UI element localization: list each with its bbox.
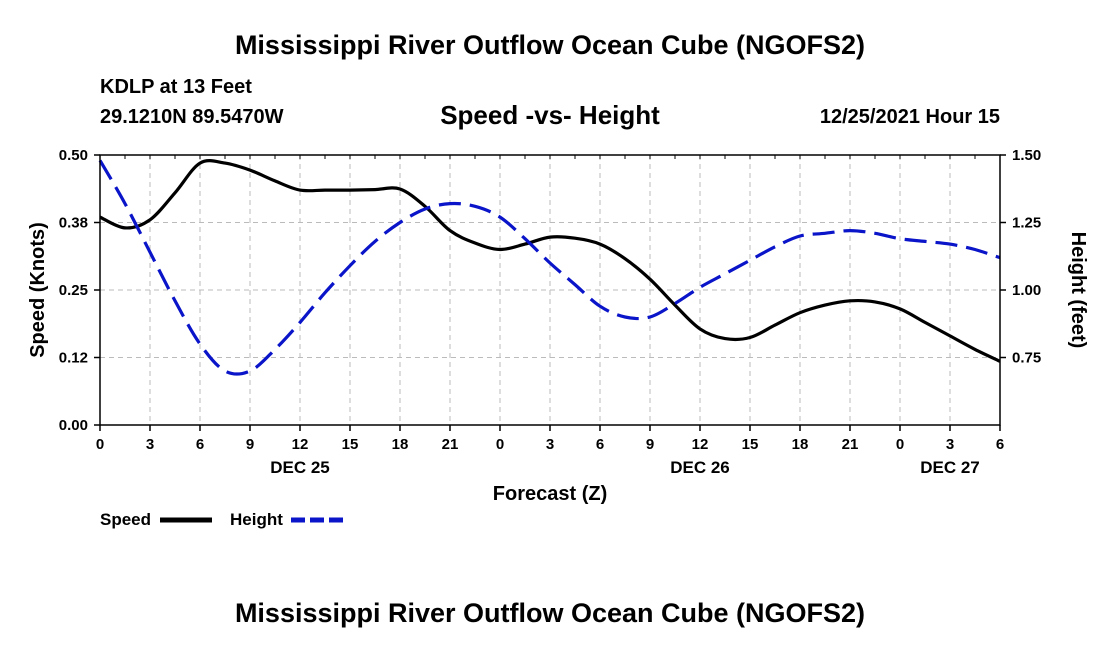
y-tick-label: 0.38 [59, 215, 88, 232]
y2-tick-label: 0.75 [1012, 350, 1041, 367]
y-axis-label: Speed (Knots) [27, 222, 49, 358]
x-tick-label: 18 [792, 436, 809, 453]
speed-series-line [99, 159, 1001, 363]
x-tick-label: 0 [96, 436, 104, 453]
x-tick-label: 3 [946, 436, 954, 453]
forecast-datetime: 12/25/2021 Hour 15 [819, 106, 1000, 128]
chart-subtitle: Speed -vs- Height [440, 100, 660, 130]
x-tick-label: 12 [692, 436, 709, 453]
station-coordinates: 29.1210N 89.5470W [100, 106, 284, 128]
y-tick-label: 0.00 [59, 417, 88, 434]
x-tick-label: 0 [896, 436, 904, 453]
y-tick-label: 0.50 [59, 147, 88, 164]
date-label: DEC 26 [670, 458, 730, 477]
x-tick-label: 6 [196, 436, 204, 453]
legend: Speed Height [100, 510, 343, 529]
grid [100, 155, 1000, 425]
y-tick-label: 0.12 [59, 350, 88, 367]
y2-tick-label: 1.25 [1012, 215, 1041, 232]
x-tick-label: 21 [842, 436, 859, 453]
legend-height-label: Height [230, 510, 283, 529]
x-tick-label: 21 [442, 436, 459, 453]
y2-tick-label: 1.50 [1012, 147, 1041, 164]
x-tick-label: 0 [496, 436, 504, 453]
x-tick-label: 3 [146, 436, 154, 453]
x-tick-label: 9 [246, 436, 254, 453]
main-title: Mississippi River Outflow Ocean Cube (NG… [234, 30, 866, 60]
footer-title: Mississippi River Outflow Ocean Cube (NG… [234, 598, 866, 628]
x-tick-label: 12 [292, 436, 309, 453]
x-tick-label: 18 [392, 436, 409, 453]
y2-tick-label: 1.00 [1012, 282, 1041, 299]
x-tick-label: 15 [742, 436, 759, 453]
date-label: DEC 25 [270, 458, 330, 477]
height-series-line [98, 159, 1001, 376]
y2-axis-label: Height (feet) [1067, 232, 1089, 349]
x-tick-label: 9 [646, 436, 654, 453]
x-tick-label: 6 [596, 436, 604, 453]
x-tick-label: 3 [546, 436, 554, 453]
axes: 0 3 6 9 12 15 18 21 0 3 6 9 12 15 18 21 0 3 6 DEC 25 DEC 26 D… [59, 147, 1041, 477]
date-label: DEC 27 [920, 458, 980, 477]
x-tick-label: 6 [996, 436, 1004, 453]
station-label: KDLP at 13 Feet [100, 76, 252, 98]
x-tick-label: 15 [342, 436, 359, 453]
legend-speed-label: Speed [100, 510, 151, 529]
series [98, 159, 1001, 376]
x-axis-label: Forecast (Z) [493, 483, 607, 505]
y-tick-label: 0.25 [59, 282, 88, 299]
